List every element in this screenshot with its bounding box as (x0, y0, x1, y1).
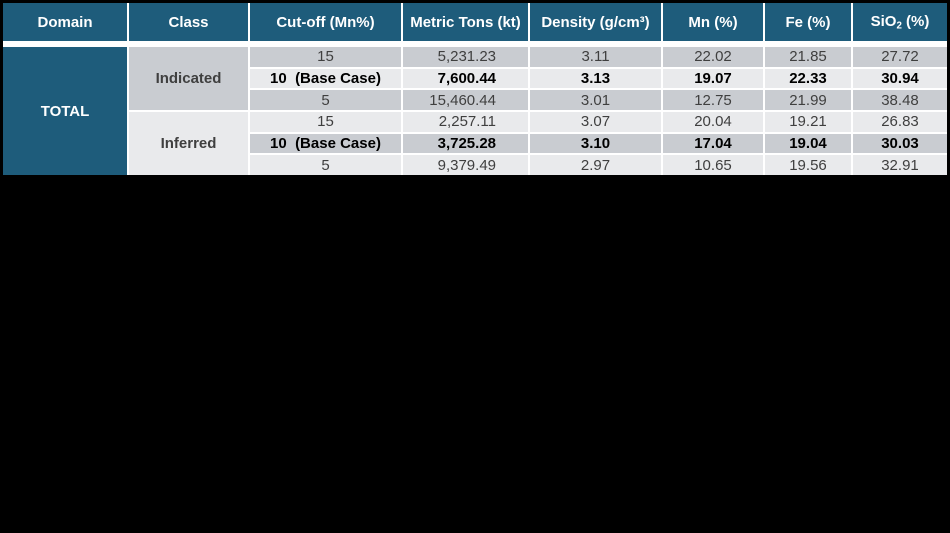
fe-cell: 22.33 (765, 68, 851, 89)
mn-cell: 10.65 (663, 155, 763, 175)
header-fe: Fe (%) (765, 3, 851, 41)
sio2-cell: 30.03 (853, 133, 947, 154)
header-mn: Mn (%) (663, 3, 763, 41)
header-sio2: SiO2 (%) (853, 3, 947, 41)
mn-cell: 17.04 (663, 133, 763, 154)
tons-cell: 9,379.49 (403, 155, 528, 175)
tons-cell: 2,257.11 (403, 112, 528, 132)
cutoff-cell: 5 (250, 90, 401, 111)
sio2-cell: 26.83 (853, 112, 947, 132)
tons-cell: 3,725.28 (403, 133, 528, 154)
mn-cell: 20.04 (663, 112, 763, 132)
sio2-cell: 27.72 (853, 47, 947, 67)
sio2-label-subscript: 2 (896, 20, 902, 32)
mn-cell: 19.07 (663, 68, 763, 89)
cutoff-cell: 5 (250, 155, 401, 175)
header-domain: Domain (3, 3, 127, 41)
tons-cell: 7,600.44 (403, 68, 528, 89)
table-row-indicated-basecase: 10 (Base Case) 7,600.44 3.13 19.07 22.33… (3, 68, 947, 89)
tons-cell: 5,231.23 (403, 47, 528, 67)
resource-estimate-table-frame: Domain Class Cut-off (Mn%) Metric Tons (… (0, 0, 950, 178)
sio2-label-suffix: (%) (901, 12, 930, 30)
density-cell: 3.07 (530, 112, 661, 132)
black-canvas-area (0, 178, 950, 533)
mn-cell: 22.02 (663, 47, 763, 67)
sio2-cell: 38.48 (853, 90, 947, 111)
fe-cell: 19.04 (765, 133, 851, 154)
resource-estimate-table: Domain Class Cut-off (Mn%) Metric Tons (… (3, 3, 947, 175)
density-cell: 2.97 (530, 155, 661, 175)
cutoff-cell: 15 (250, 112, 401, 132)
header-class: Class (129, 3, 248, 41)
header-density: Density (g/cm³) (530, 3, 661, 41)
header-metric-tons: Metric Tons (kt) (403, 3, 528, 41)
tons-cell: 15,460.44 (403, 90, 528, 111)
class-indicated-cell: Indicated (129, 47, 248, 111)
density-cell: 3.13 (530, 68, 661, 89)
mn-cell: 12.75 (663, 90, 763, 111)
header-separator (3, 43, 947, 45)
fe-cell: 21.85 (765, 47, 851, 67)
table-row-indicated-5: 5 15,460.44 3.01 12.75 21.99 38.48 (3, 90, 947, 111)
fe-cell: 21.99 (765, 90, 851, 111)
header-row: Domain Class Cut-off (Mn%) Metric Tons (… (3, 3, 947, 41)
table-row-inferred-15: Inferred 15 2,257.11 3.07 20.04 19.21 26… (3, 112, 947, 175)
cutoff-cell: 15 (250, 47, 401, 67)
cutoff-cell: 10 (Base Case) (250, 68, 401, 89)
density-cell: 3.11 (530, 47, 661, 67)
sio2-label-base: SiO (870, 12, 897, 30)
fe-cell: 19.56 (765, 155, 851, 175)
fe-cell: 19.21 (765, 112, 851, 132)
cutoff-cell: 10 (Base Case) (250, 133, 401, 154)
class-inferred-cell: Inferred (129, 112, 248, 175)
table-row-inferred-basecase: 10 (Base Case) 3,725.28 3.10 17.04 19.04… (3, 133, 947, 154)
density-cell: 3.10 (530, 133, 661, 154)
sio2-cell: 30.94 (853, 68, 947, 89)
header-cutoff: Cut-off (Mn%) (250, 3, 401, 41)
density-cell: 3.01 (530, 90, 661, 111)
sio2-cell: 32.91 (853, 155, 947, 175)
table-row-indicated-15: TOTAL Indicated 15 5,231.23 3.11 22.02 2… (3, 47, 947, 175)
domain-total-cell: TOTAL (3, 47, 127, 175)
table-row-inferred-5: 5 9,379.49 2.97 10.65 19.56 32.91 (3, 155, 947, 175)
